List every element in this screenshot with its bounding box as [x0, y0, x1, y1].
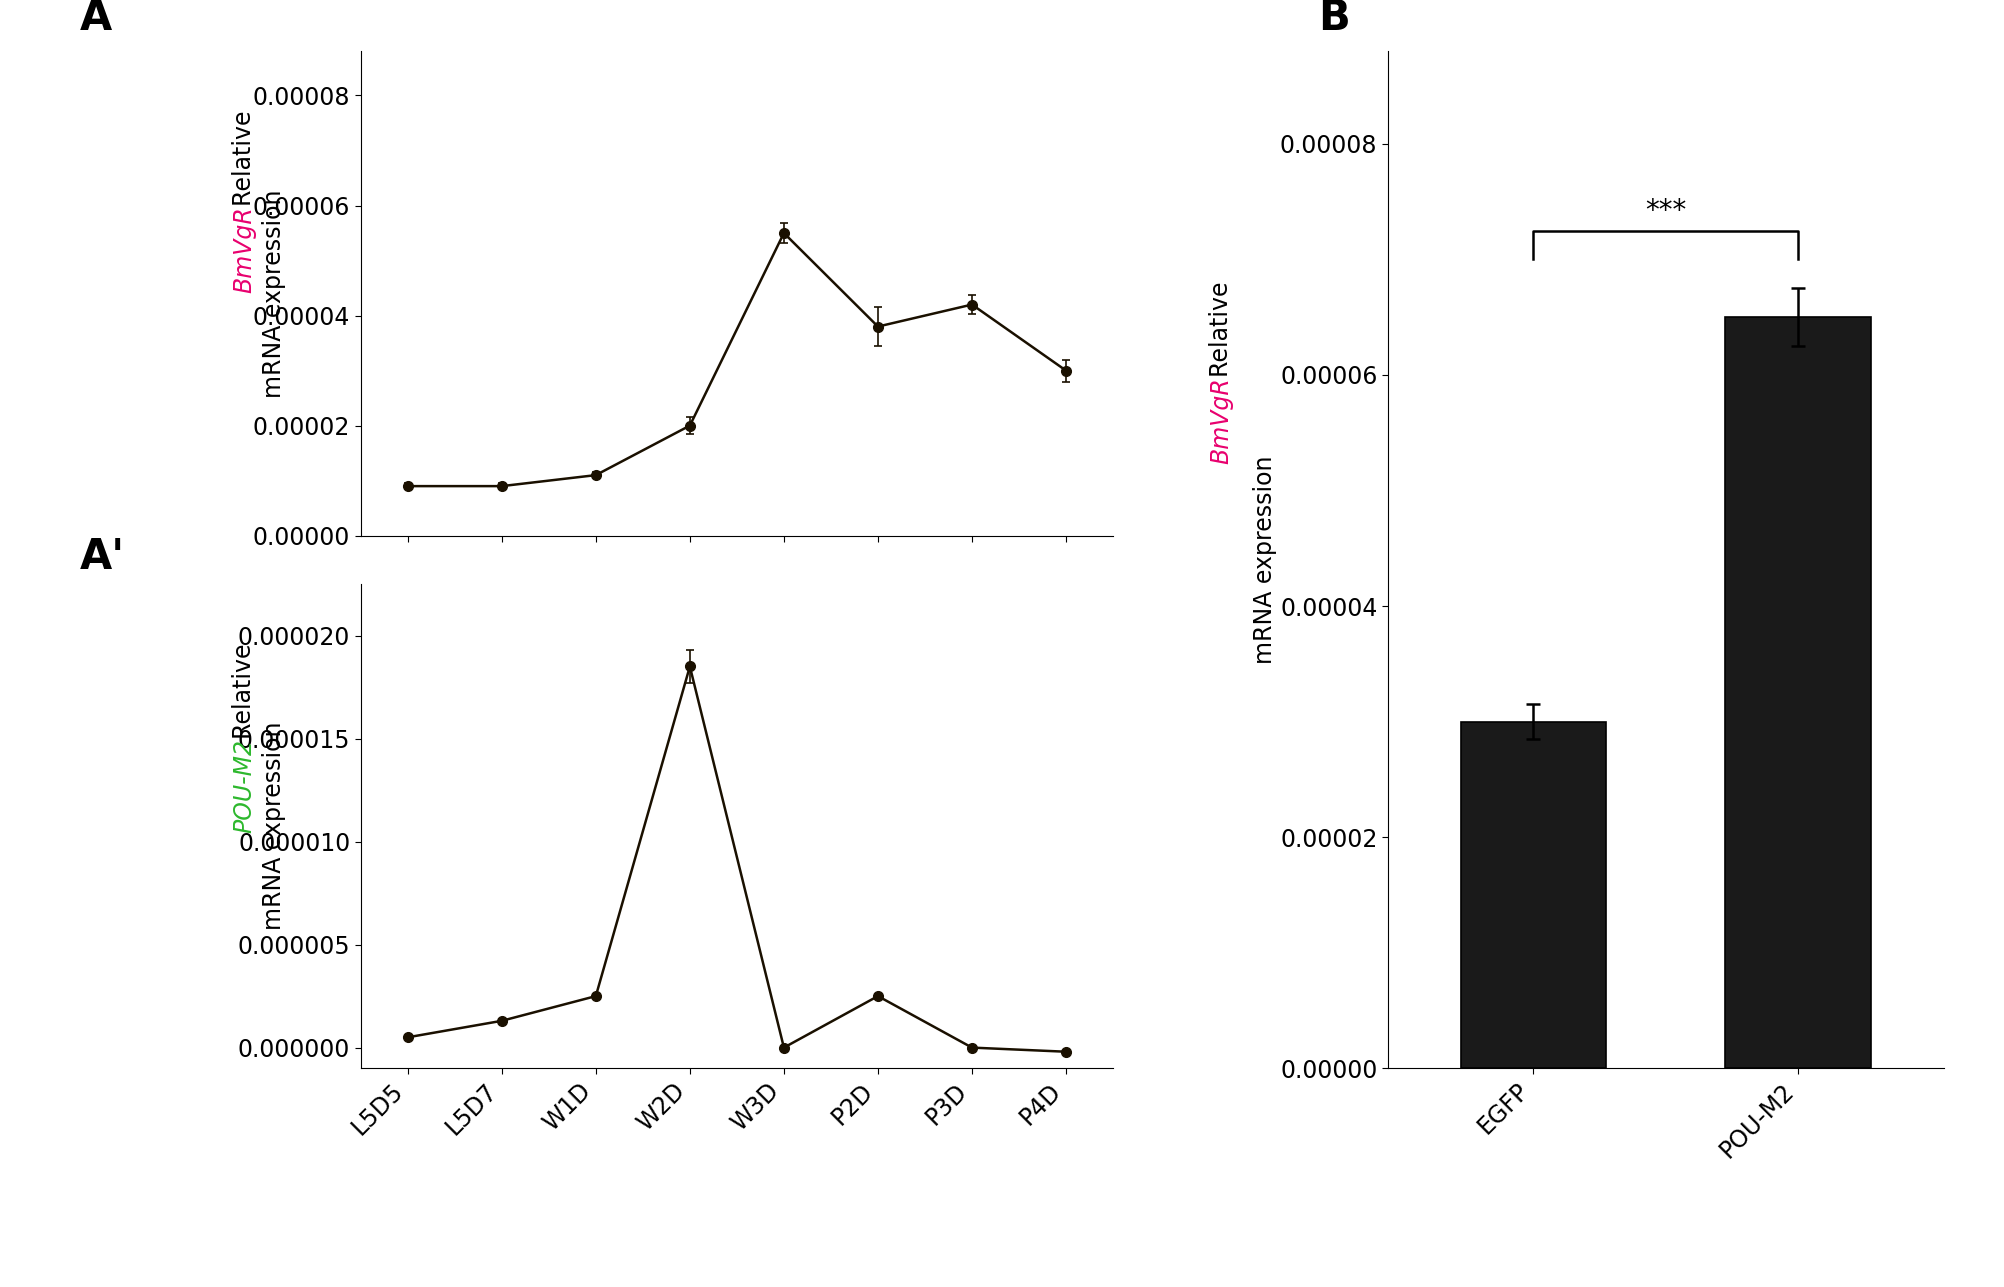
- Text: Relative: Relative: [232, 636, 257, 739]
- Text: BmVgR: BmVgR: [232, 206, 257, 293]
- Text: POU-M2: POU-M2: [232, 739, 257, 833]
- Text: B: B: [1319, 0, 1349, 39]
- Text: Relative: Relative: [1208, 274, 1232, 377]
- Text: BmVgR: BmVgR: [1208, 377, 1232, 463]
- Text: Relative: Relative: [232, 103, 257, 206]
- Text: mRNA expression: mRNA expression: [1252, 456, 1277, 664]
- Text: ***: ***: [1645, 197, 1687, 225]
- Text: mRNA expression: mRNA expression: [263, 722, 287, 931]
- Text: A': A': [80, 535, 126, 578]
- Text: mRNA expression: mRNA expression: [263, 189, 287, 398]
- Bar: [1461, 722, 1607, 1068]
- Text: A: A: [80, 0, 112, 39]
- Bar: [1725, 317, 1872, 1068]
